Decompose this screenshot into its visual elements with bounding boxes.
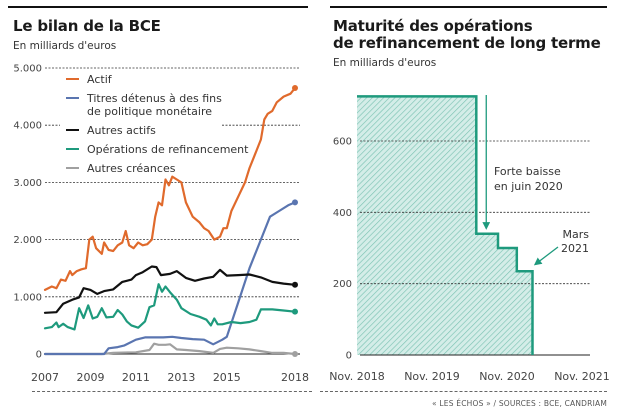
x-tick-label: Nov. 2018 <box>329 370 385 383</box>
x-tick-label: 2015 <box>213 371 241 384</box>
right-chart-title-line1: Maturité des opérations <box>333 17 533 35</box>
x-tick-label: Nov. 2019 <box>404 370 460 383</box>
y-tick-label: 3.000 <box>13 178 42 189</box>
maturity-area <box>357 96 533 356</box>
right-chart-title-line2: de refinancement de long terme <box>333 34 601 52</box>
y-tick-label: 1.000 <box>13 292 42 303</box>
series-end-point <box>292 85 298 92</box>
series-line <box>43 283 297 331</box>
x-tick-label: Nov. 2020 <box>479 370 535 383</box>
left-bottom-rule <box>32 391 312 392</box>
left-chart-subtitle: En milliards d'euros <box>13 40 117 52</box>
series-end-point <box>292 281 298 288</box>
x-tick-label: 2007 <box>31 371 59 384</box>
right-chart: 0 200 400 600 Nov. 2018 Nov. 2019 Nov. 2020 Nov… <box>329 95 610 383</box>
series-line <box>43 86 297 291</box>
legend-label: Actif <box>87 73 113 86</box>
annotation-label: 2021 <box>561 242 589 255</box>
x-tick-label: 2018 <box>281 371 309 384</box>
y-tick-label: 0 <box>346 351 352 362</box>
y-tick-label: 5.000 <box>13 64 42 75</box>
annotation-label: Forte baisse <box>494 165 561 178</box>
series-end-point <box>292 199 298 206</box>
series-line <box>43 201 297 356</box>
series-line <box>43 265 297 314</box>
legend-label: Autres actifs <box>87 124 156 137</box>
source-credit: « LES ÉCHOS » / SOURCES : BCE, CANDRIAM <box>432 399 607 408</box>
right-chart-subtitle: En milliards d'euros <box>333 57 437 69</box>
annotation-label: Mars <box>563 228 590 241</box>
annotation-label: en juin 2020 <box>494 180 563 193</box>
x-tick-label: 2011 <box>122 371 150 384</box>
right-top-rule <box>330 6 607 8</box>
y-tick-label: 400 <box>333 208 352 219</box>
y-tick-label: 600 <box>333 137 352 148</box>
series-end-point <box>292 308 298 315</box>
left-top-rule <box>8 6 308 8</box>
maturity-step-line <box>357 95 534 355</box>
legend-label: Opérations de refinancement <box>87 143 249 156</box>
x-tick-label: 2009 <box>76 371 104 384</box>
series-line <box>43 342 297 356</box>
legend-label: de politique monétaire <box>87 105 212 118</box>
series-end-point <box>292 351 298 357</box>
legend-label: Titres détenus à des fins <box>86 92 222 105</box>
left-grid: 0 1.000 2.000 3.000 4.000 5.000 2007 2009 2011 20… <box>13 64 309 385</box>
right-bottom-rule <box>320 391 607 392</box>
left-series-lines <box>43 85 298 357</box>
legend-label: Autres créances <box>87 162 176 175</box>
x-tick-label: 2013 <box>167 371 195 384</box>
y-tick-label: 2.000 <box>13 235 42 246</box>
left-chart-title: Le bilan de la BCE <box>13 17 161 35</box>
x-tick-label: Nov. 2021 <box>554 370 610 383</box>
y-tick-label: 4.000 <box>13 121 42 132</box>
y-tick-label: 200 <box>333 279 352 290</box>
y-tick-label: 0 <box>36 350 42 361</box>
march-2021-arrow <box>533 246 559 266</box>
